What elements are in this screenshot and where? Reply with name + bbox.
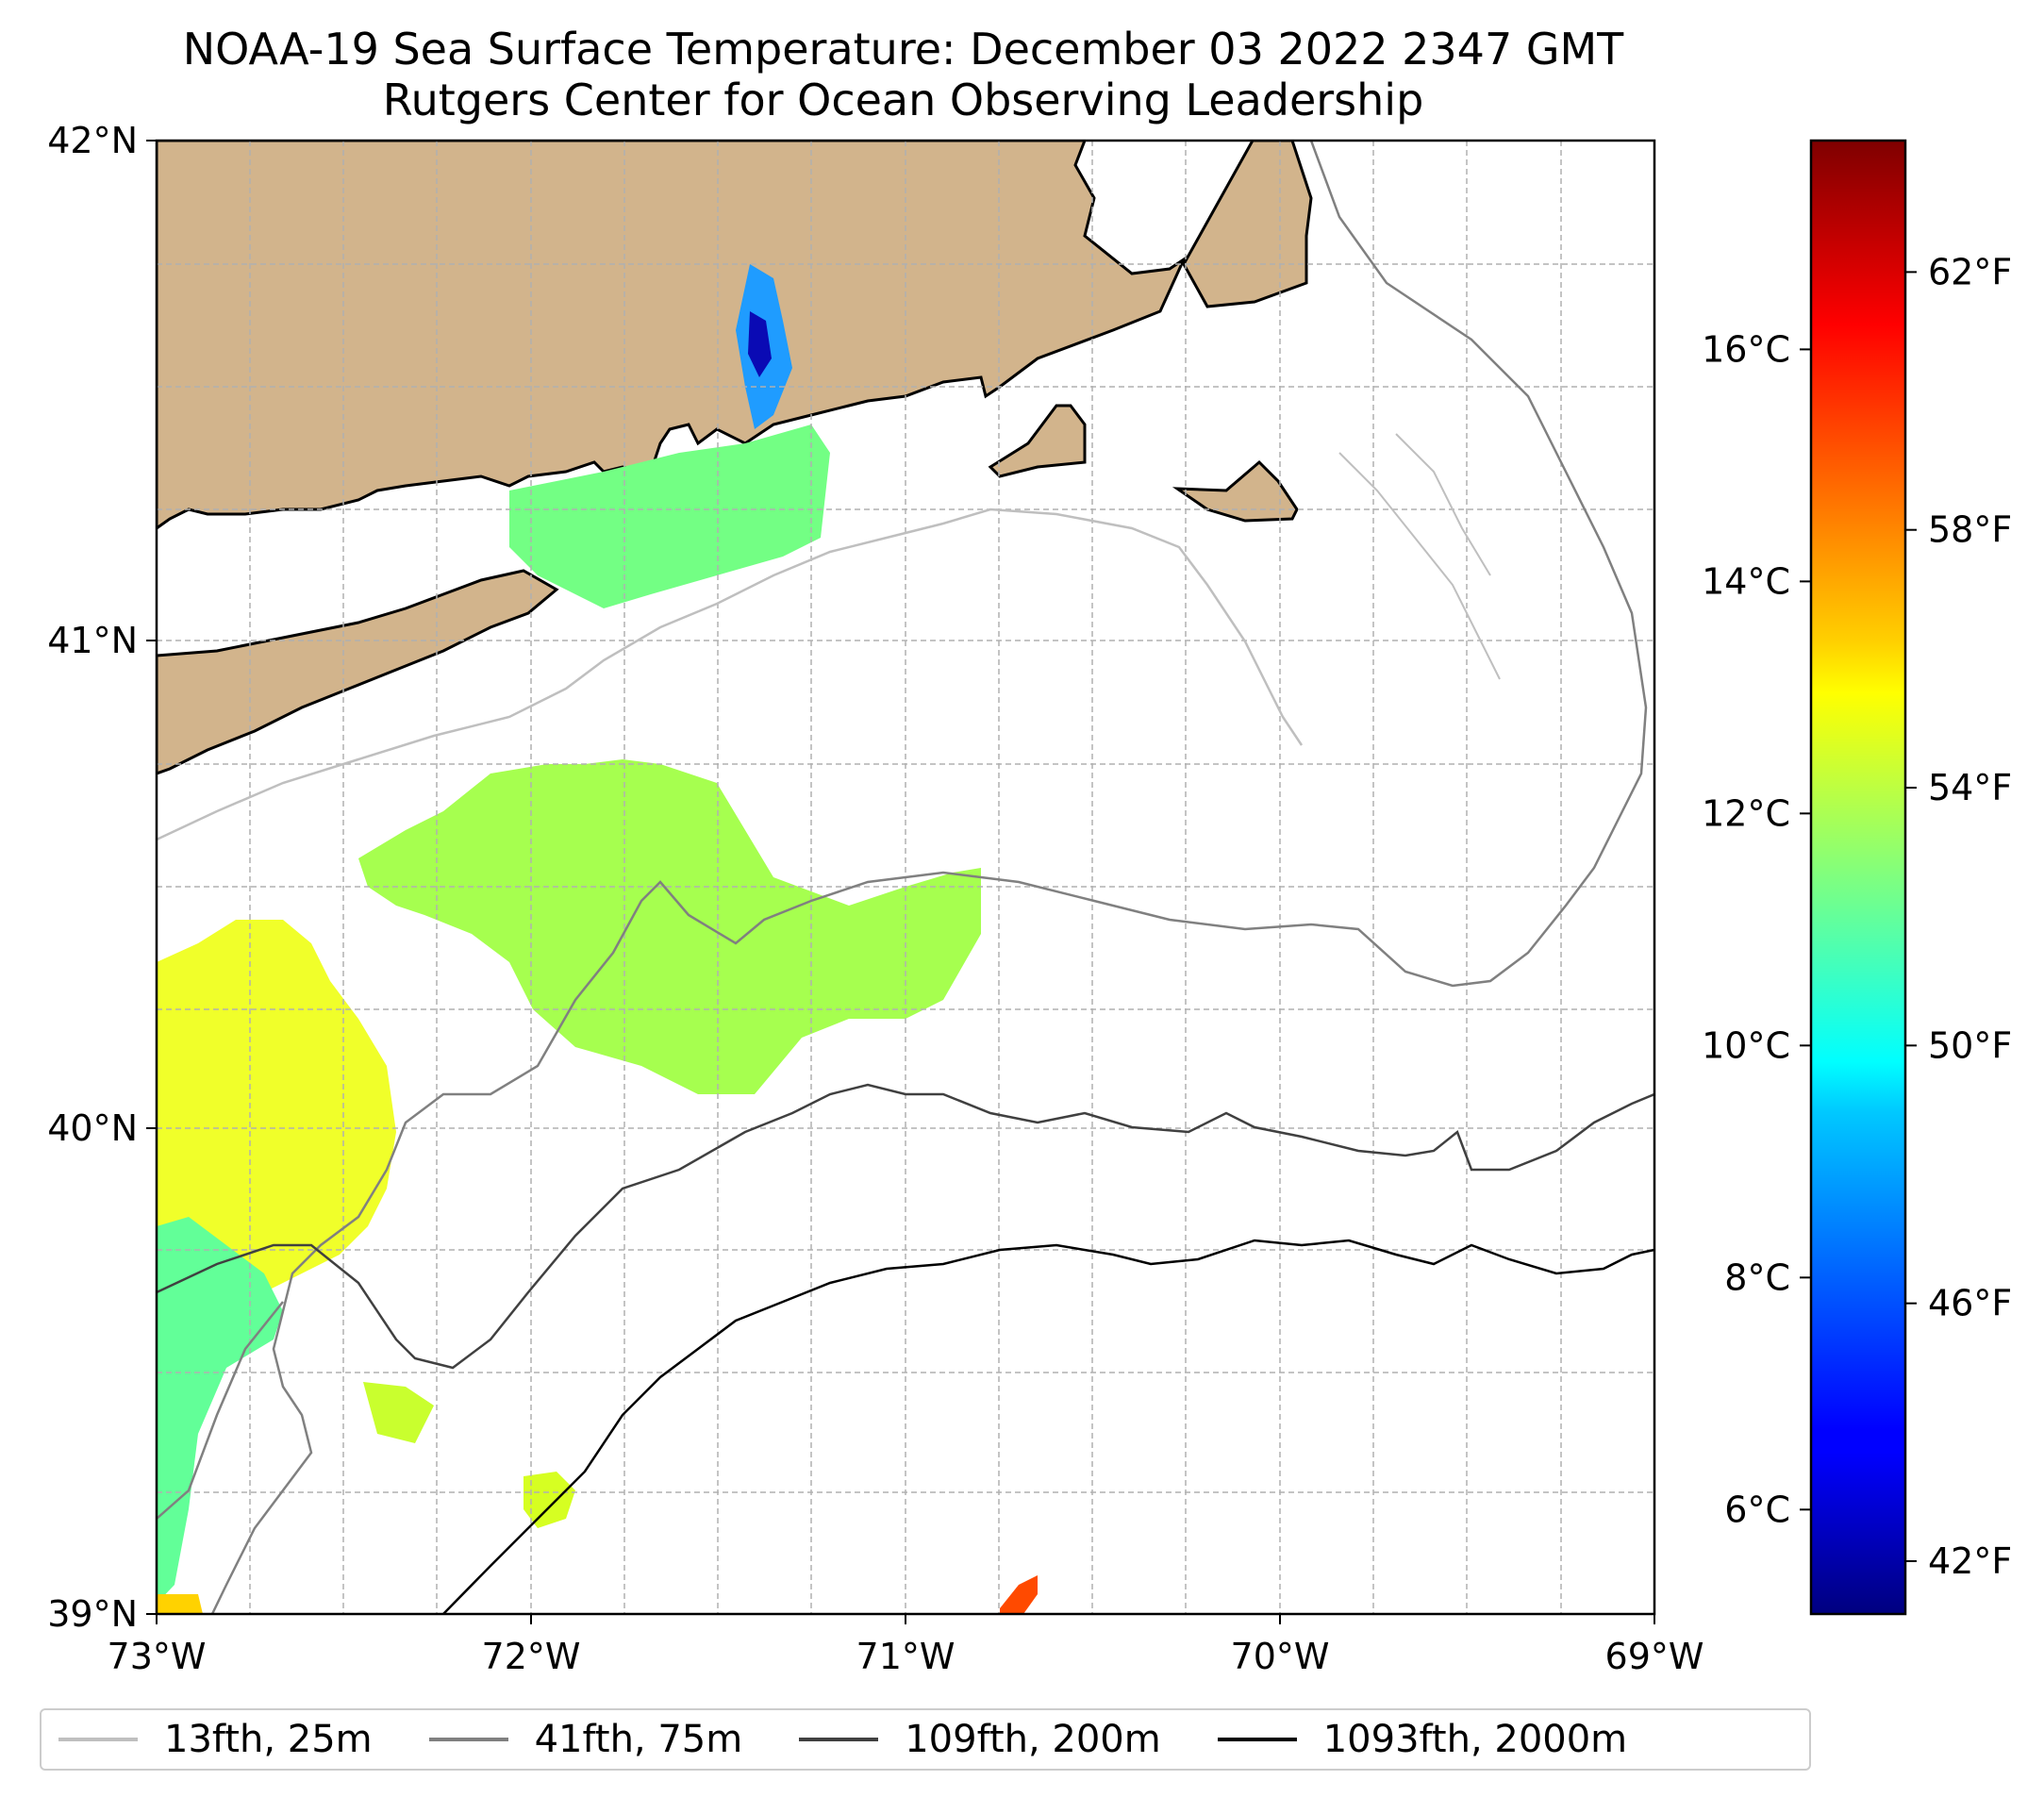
celsius-tick-label: 14°C: [1702, 560, 1790, 602]
legend-line-2000m: [1217, 1738, 1297, 1741]
lat-tick-label: 39°N: [47, 1593, 138, 1635]
sst-patch-shelf-west-inner: [157, 1217, 283, 1604]
fahrenheit-tick-label: 42°F: [1928, 1540, 2012, 1582]
legend-label: 13fth, 25m: [164, 1718, 373, 1761]
celsius-tick-label: 16°C: [1702, 328, 1790, 370]
isobath-2000m: [442, 1239, 1654, 1614]
lon-tick-label: 73°W: [108, 1636, 207, 1677]
sst-data-patches: [157, 264, 1038, 1614]
land-marthas-vineyard: [988, 404, 1087, 478]
legend-line-75m: [428, 1738, 508, 1741]
land-cape-cod: [1182, 141, 1313, 308]
sst-patch-small-south: [363, 1382, 434, 1443]
legend-line-200m: [799, 1738, 879, 1741]
fahrenheit-tick-label: 62°F: [1928, 251, 2012, 292]
isobath-25m: [157, 507, 1304, 841]
sst-patch-block-island-sound: [509, 424, 830, 608]
gridlines: [157, 141, 1654, 1614]
land-areas: [157, 141, 1313, 775]
legend-item-75m: 41fth, 75m: [428, 1718, 743, 1761]
isobath-200m: [157, 1083, 1654, 1370]
land-nantucket: [1172, 459, 1299, 523]
celsius-tick-label: 8°C: [1724, 1256, 1790, 1298]
legend-item-2000m: 1093fth, 2000m: [1217, 1718, 1628, 1761]
lat-tick-label: 40°N: [47, 1107, 138, 1149]
celsius-tick-label: 6°C: [1724, 1489, 1790, 1530]
legend-label: 1093fth, 2000m: [1322, 1718, 1628, 1761]
sst-patch-small-southeast: [523, 1472, 575, 1528]
sst-patch-far-south-small: [157, 1594, 203, 1614]
sst-patch-narragansett-cold: [748, 311, 772, 377]
sst-patch-shelf-west-warm: [157, 920, 396, 1556]
land-long-island: [157, 569, 559, 775]
lon-tick-label: 69°W: [1605, 1636, 1704, 1677]
fahrenheit-tick-label: 58°F: [1928, 509, 2012, 551]
isobath-75m: [157, 141, 1648, 1614]
legend-line-25m: [58, 1738, 138, 1741]
chart-title: NOAA-19 Sea Surface Temperature: Decembe…: [182, 24, 1624, 75]
lon-tick-label: 71°W: [856, 1636, 956, 1677]
colorbar-ticks: 16°C 14°C 12°C 10°C 8°C 6°C 62°F 58°F 54°F 50°F 46…: [1702, 251, 2012, 1582]
lat-tick-label: 41°N: [47, 620, 138, 661]
fahrenheit-tick-label: 50°F: [1928, 1024, 2012, 1066]
fahrenheit-tick-label: 46°F: [1928, 1283, 2012, 1324]
legend-label: 109fth, 200m: [905, 1718, 1161, 1761]
sst-patch-shelf-north: [358, 759, 981, 1094]
legend-item-25m: 13fth, 25m: [58, 1718, 373, 1761]
legend-item-200m: 109fth, 200m: [799, 1718, 1161, 1761]
lon-tick-label: 72°W: [482, 1636, 581, 1677]
lat-tick-label: 42°N: [47, 120, 138, 161]
isobaths: [157, 141, 1654, 1614]
isobath-25m-shoals: [1338, 433, 1501, 680]
lon-tick-label: 70°W: [1231, 1636, 1330, 1677]
sst-patch-warm-south: [1000, 1575, 1038, 1614]
legend-label: 41fth, 75m: [534, 1718, 743, 1761]
axis-ticks: [146, 140, 1655, 1624]
colorbar: [1809, 139, 1907, 1616]
celsius-tick-label: 10°C: [1702, 1024, 1790, 1066]
fahrenheit-tick-label: 54°F: [1928, 767, 2012, 808]
isobath-legend: 13fth, 25m 41fth, 75m 109fth, 200m 1093f…: [40, 1708, 1811, 1771]
land-connecticut-ri-ma: [157, 141, 1188, 530]
chart-subtitle: Rutgers Center for Ocean Observing Leade…: [382, 75, 1424, 125]
celsius-tick-label: 12°C: [1702, 792, 1790, 834]
